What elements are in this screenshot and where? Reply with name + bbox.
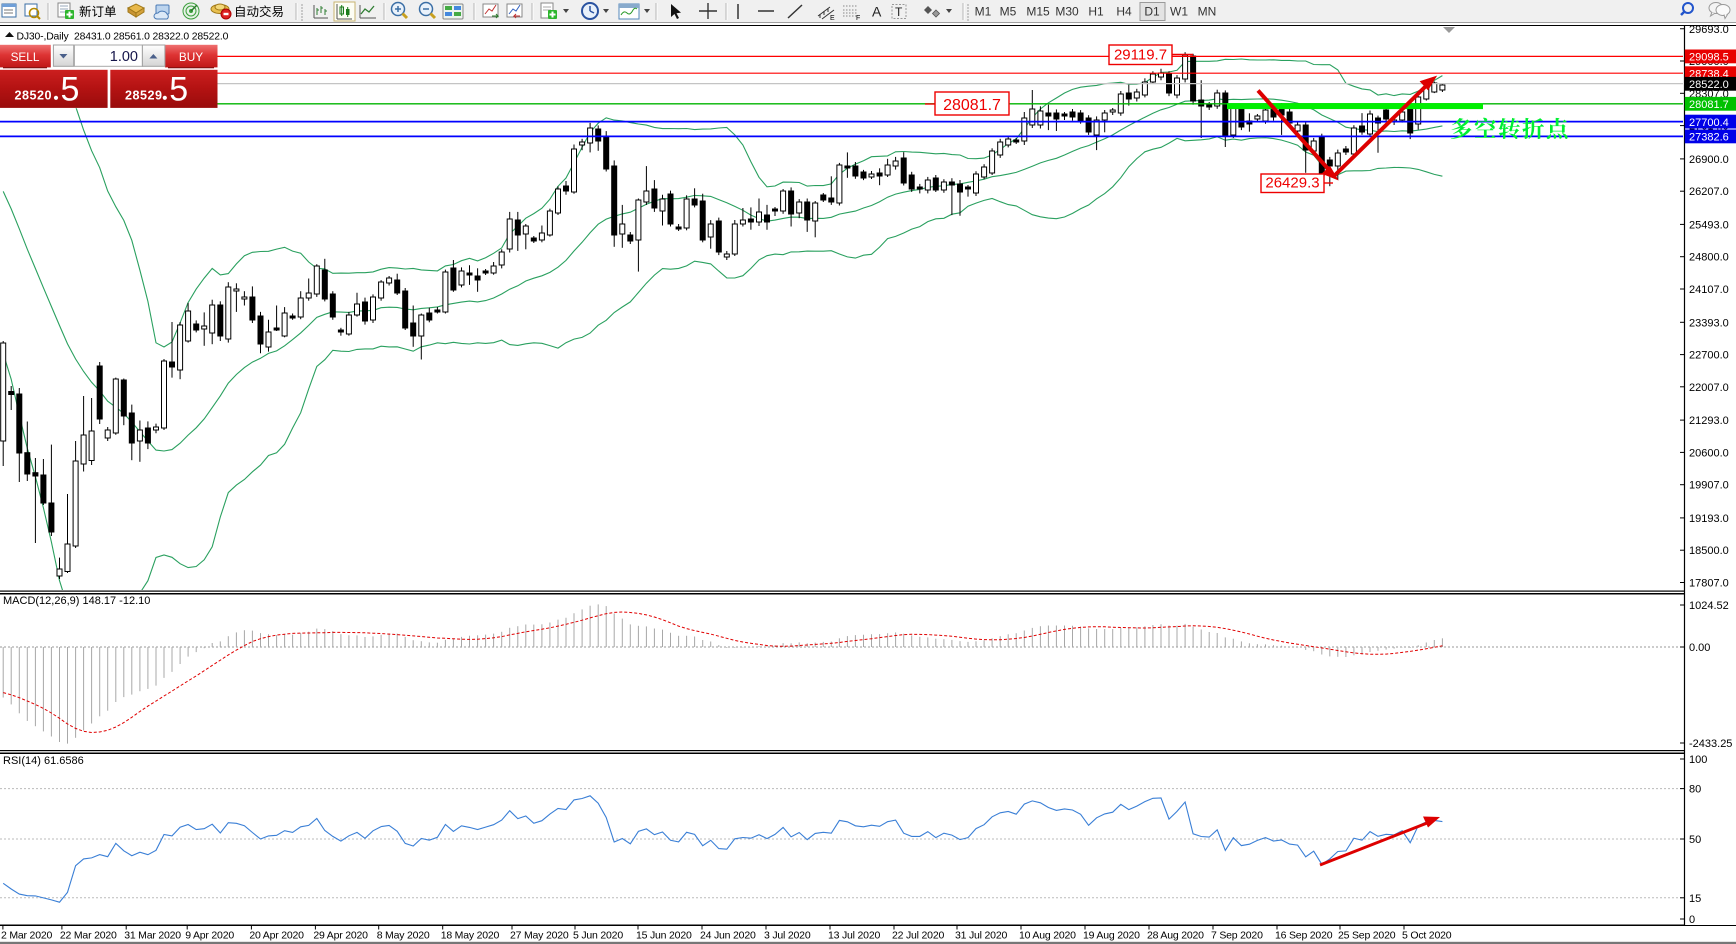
svg-text:19907.0: 19907.0 (1689, 480, 1729, 492)
svg-text:A: A (872, 4, 882, 20)
svg-text:27 May 2020: 27 May 2020 (510, 930, 569, 942)
svg-text:DJ30-,Daily 28431.0 28561.0 2: DJ30-,Daily 28431.0 28561.0 28322.0 2852… (17, 32, 229, 43)
svg-text:22007.0: 22007.0 (1689, 382, 1729, 394)
svg-text:28522.0: 28522.0 (1689, 79, 1729, 91)
svg-text:18500.0: 18500.0 (1689, 545, 1729, 557)
svg-text:RSI(14) 61.6586: RSI(14) 61.6586 (3, 755, 84, 767)
svg-text:D1: D1 (1144, 5, 1160, 19)
svg-text:28081.7: 28081.7 (1689, 99, 1729, 111)
svg-text:3 Jul 2020: 3 Jul 2020 (764, 930, 811, 942)
svg-text:27382.6: 27382.6 (1689, 132, 1729, 144)
svg-text:28081.7: 28081.7 (943, 97, 1001, 114)
svg-text:H4: H4 (1116, 5, 1132, 19)
svg-text:M15: M15 (1026, 5, 1050, 19)
svg-text:MN: MN (1198, 5, 1217, 19)
svg-text:17807.0: 17807.0 (1689, 578, 1729, 590)
svg-text:19 Aug 2020: 19 Aug 2020 (1083, 930, 1140, 942)
svg-text:BUY: BUY (179, 50, 203, 64)
svg-text:26207.0: 26207.0 (1689, 186, 1729, 198)
svg-text:M30: M30 (1055, 5, 1079, 19)
svg-text:18 May 2020: 18 May 2020 (441, 930, 500, 942)
svg-text:0.00: 0.00 (1689, 642, 1710, 654)
svg-text:15: 15 (1689, 893, 1701, 905)
svg-text:22 Jul 2020: 22 Jul 2020 (892, 930, 944, 942)
svg-text:10 Aug 2020: 10 Aug 2020 (1019, 930, 1076, 942)
svg-text:SELL: SELL (11, 50, 40, 64)
svg-text:9 Apr 2020: 9 Apr 2020 (185, 930, 234, 942)
svg-text:2 Mar 2020: 2 Mar 2020 (1, 930, 52, 942)
svg-text:19193.0: 19193.0 (1689, 513, 1729, 525)
svg-text:100: 100 (1689, 754, 1707, 766)
svg-text:E: E (830, 15, 835, 22)
svg-text:5 Jun 2020: 5 Jun 2020 (573, 930, 623, 942)
svg-text:H1: H1 (1088, 5, 1104, 19)
svg-text:29 Apr 2020: 29 Apr 2020 (313, 930, 368, 942)
svg-text:1.00: 1.00 (110, 49, 138, 65)
svg-text:20600.0: 20600.0 (1689, 447, 1729, 459)
svg-text:31 Mar 2020: 31 Mar 2020 (124, 930, 181, 942)
svg-text:20 Apr 2020: 20 Apr 2020 (249, 930, 304, 942)
svg-text:8 May 2020: 8 May 2020 (377, 930, 430, 942)
svg-text:24107.0: 24107.0 (1689, 284, 1729, 296)
svg-text:25493.0: 25493.0 (1689, 219, 1729, 231)
svg-text:24800.0: 24800.0 (1689, 252, 1729, 264)
svg-text:21293.0: 21293.0 (1689, 415, 1729, 427)
svg-text:5 Oct 2020: 5 Oct 2020 (1402, 930, 1452, 942)
svg-text:28 Aug 2020: 28 Aug 2020 (1147, 930, 1204, 942)
svg-text:27700.4: 27700.4 (1689, 117, 1729, 129)
svg-text:26900.0: 26900.0 (1689, 154, 1729, 166)
svg-text:13 Jul 2020: 13 Jul 2020 (828, 930, 880, 942)
svg-text:22700.0: 22700.0 (1689, 350, 1729, 362)
svg-text:50: 50 (1689, 834, 1701, 846)
svg-text:M1: M1 (975, 5, 992, 19)
svg-text:0: 0 (1689, 914, 1695, 926)
svg-text:F: F (856, 15, 860, 22)
svg-text:16 Sep 2020: 16 Sep 2020 (1275, 930, 1333, 942)
svg-text:MACD(12,26,9) 148.17 -12.10: MACD(12,26,9) 148.17 -12.10 (3, 595, 150, 607)
svg-text:15 Jun 2020: 15 Jun 2020 (636, 930, 692, 942)
svg-text:26429.3: 26429.3 (1265, 175, 1319, 192)
svg-text:29098.5: 29098.5 (1689, 52, 1729, 64)
svg-text:1024.52: 1024.52 (1689, 600, 1729, 612)
svg-text:29119.7: 29119.7 (1114, 47, 1167, 64)
svg-text:24 Jun 2020: 24 Jun 2020 (700, 930, 756, 942)
svg-text:22 Mar 2020: 22 Mar 2020 (60, 930, 117, 942)
svg-text:28520: 28520 (15, 89, 53, 103)
svg-text:31 Jul 2020: 31 Jul 2020 (955, 930, 1007, 942)
svg-text:5: 5 (169, 70, 188, 108)
svg-text:23393.0: 23393.0 (1689, 317, 1729, 329)
svg-text:25 Sep 2020: 25 Sep 2020 (1338, 930, 1396, 942)
svg-text:29693.0: 29693.0 (1689, 24, 1729, 36)
svg-text:7 Sep 2020: 7 Sep 2020 (1211, 930, 1263, 942)
svg-text:-2433.25: -2433.25 (1689, 738, 1732, 750)
svg-text:T: T (895, 5, 903, 19)
svg-text:5: 5 (61, 70, 80, 108)
svg-text:M5: M5 (1000, 5, 1017, 19)
svg-text:28529: 28529 (125, 89, 163, 103)
svg-text:80: 80 (1689, 784, 1701, 796)
svg-text:W1: W1 (1170, 5, 1188, 19)
